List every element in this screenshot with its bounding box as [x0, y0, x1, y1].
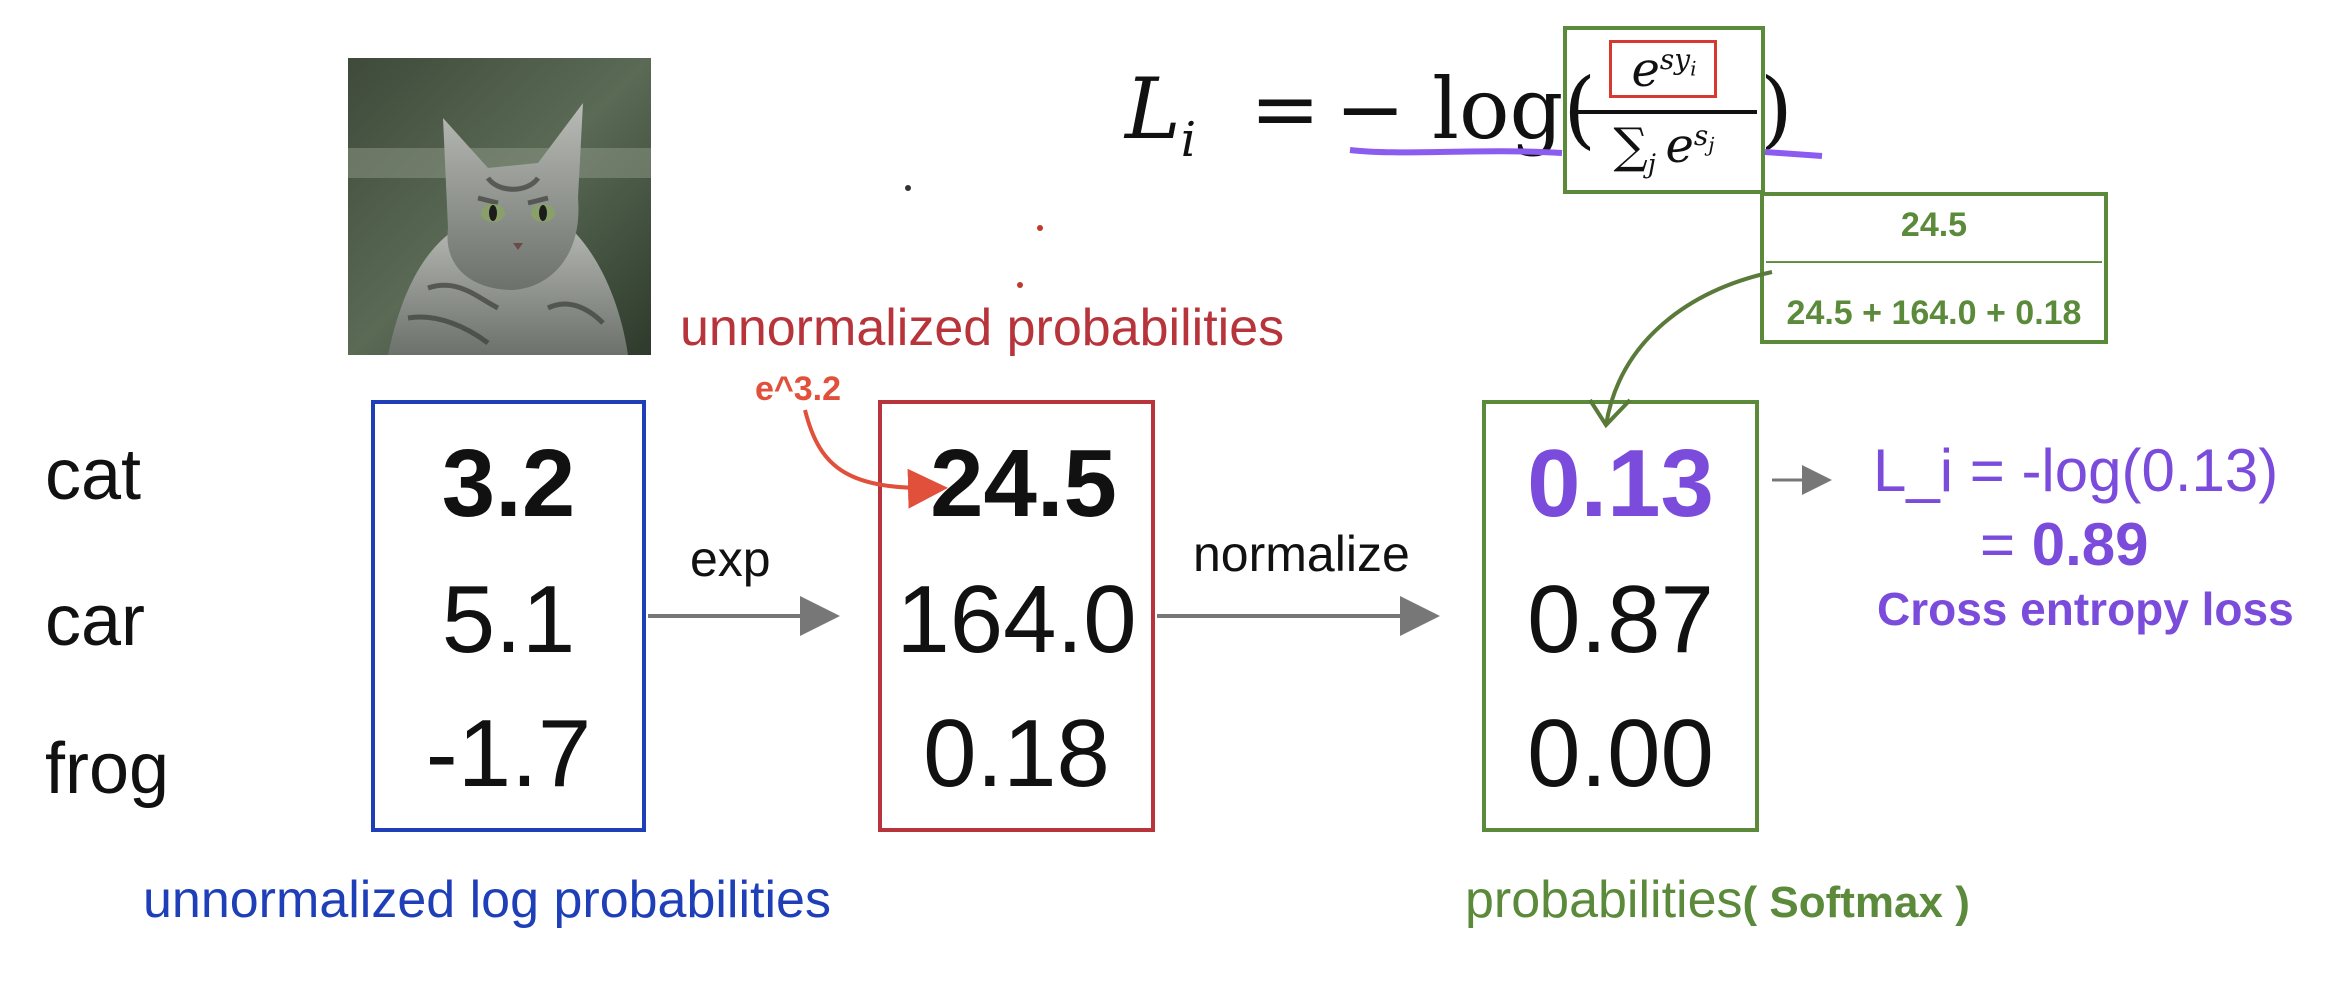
cat-photo: [348, 58, 651, 355]
scores-label: unnormalized log probabilities: [143, 871, 831, 929]
score-cat: 3.2: [441, 430, 576, 537]
formula-denominator: ∑j esj: [1567, 118, 1761, 180]
fraction-divider: ————————————: [1766, 244, 2102, 275]
fraction-arrowhead: [1588, 398, 1632, 429]
probs-label-text: probabilities: [1465, 871, 1743, 929]
dot-3: [1017, 282, 1023, 288]
prob-car: 0.87: [1527, 566, 1714, 673]
formula-close-paren: ): [1760, 60, 1793, 158]
softmax-term-box: esyi ∑j esj: [1563, 26, 1765, 194]
loss-result-prefix: =: [1980, 511, 2032, 578]
normalize-arrow-label: normalize: [1193, 526, 1410, 582]
probs-label-suffix: ( Softmax ): [1742, 878, 1970, 927]
formula-minus-log: − log(: [1335, 60, 1597, 158]
softmax-loss-formula: Li = − log( ): [1125, 40, 1825, 200]
exp-note-arrow: [803, 409, 948, 509]
loss-caption: Cross entropy loss: [1877, 583, 2294, 635]
exp-arrow-label: exp: [690, 531, 771, 587]
dot-2: [1037, 225, 1043, 231]
den-sum: ∑: [1613, 118, 1648, 174]
formula-lhs: Li: [1125, 60, 1196, 168]
den-sum-sub: j: [1647, 149, 1656, 180]
den-base: e: [1665, 118, 1694, 174]
prob-frog: 0.00: [1527, 700, 1714, 807]
exp-frog: 0.18: [923, 700, 1110, 807]
score-car: 5.1: [441, 566, 576, 673]
scores-box: 3.2 5.1 -1.7: [371, 400, 646, 832]
formula-underline: [1349, 147, 1823, 159]
prob-cat: 0.13: [1527, 430, 1714, 537]
fraction-denominator: 24.5 + 164.0 + 0.18: [1786, 294, 2082, 332]
formula-lhs-letter: L: [1125, 60, 1181, 158]
den-exp: s: [1693, 119, 1709, 152]
formula-equals: =: [1250, 60, 1321, 158]
probs-label: probabilities( Softmax ): [1465, 870, 1970, 930]
exp-car: 164.0: [896, 566, 1137, 673]
class-label-frog: frog: [45, 729, 170, 809]
class-label-cat: cat: [45, 435, 142, 515]
numerator-highlight: [1609, 40, 1717, 98]
formula-lhs-sub: i: [1180, 111, 1197, 168]
formula-numerator: esyi: [1567, 42, 1761, 98]
score-frog: -1.7: [425, 700, 592, 807]
loss-result: = 0.89: [1980, 510, 2149, 579]
num-exp-sub: i: [1690, 56, 1697, 81]
num-base: e: [1631, 42, 1660, 98]
dot-1: [905, 185, 911, 191]
loss-result-value: 0.89: [2031, 511, 2149, 578]
fraction-numerator: 24.5: [1900, 206, 1968, 244]
num-exp: sy: [1659, 43, 1691, 76]
fraction-box: 24.5 ———————————— 24.5 + 164.0 + 0.18: [1760, 192, 2108, 344]
exp-note: e^3.2: [755, 370, 842, 408]
fraction-to-prob-arrow: [1604, 270, 1773, 426]
exp-cat: 24.5: [930, 430, 1117, 537]
exp-box: 24.5 164.0 0.18: [878, 400, 1155, 832]
formula-fraction-bar: [1575, 110, 1757, 114]
den-exp-sub: j: [1708, 132, 1715, 157]
class-label-car: car: [45, 581, 146, 661]
loss-equation: L_i = -log(0.13): [1873, 437, 2279, 504]
probs-box: 0.13 0.87 0.00: [1482, 400, 1759, 832]
exp-label: unnormalized probabilities: [680, 299, 1285, 357]
